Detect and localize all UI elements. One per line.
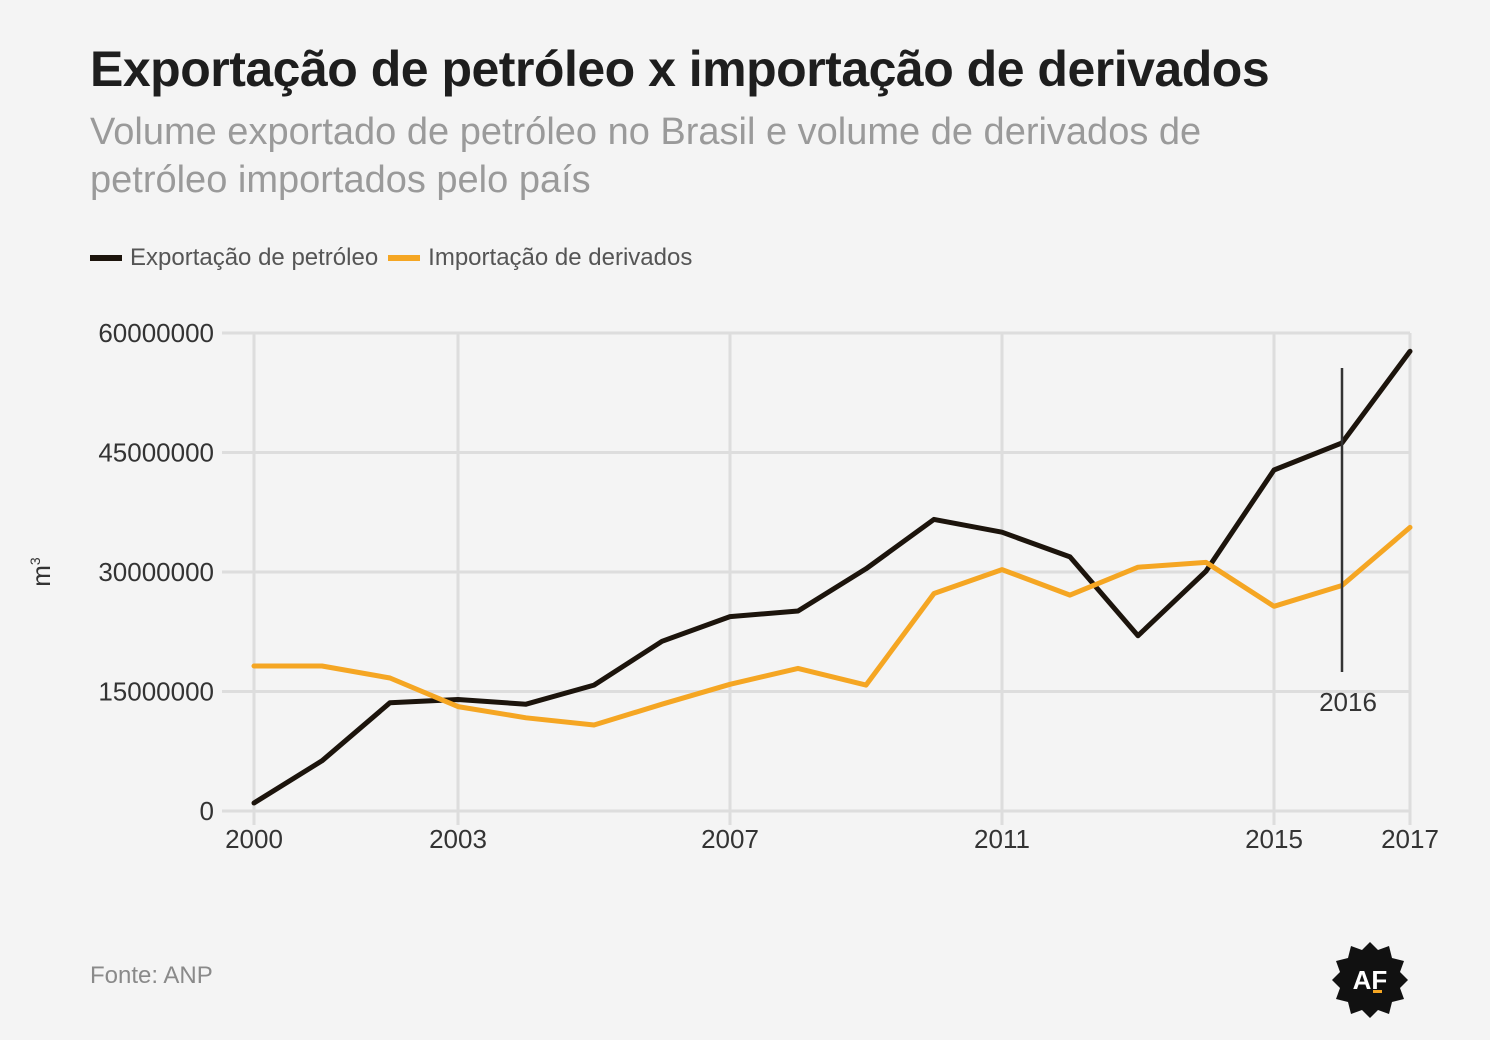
y-tick-label: 15000000 — [98, 677, 214, 707]
logo: AF — [1332, 942, 1408, 1018]
grid — [222, 331, 1412, 825]
chart-title: Exportação de petróleo x importação de d… — [90, 41, 1270, 97]
series-lines — [251, 348, 1413, 806]
x-tick-label: 2017 — [1381, 824, 1439, 854]
y-tick-label: 60000000 — [98, 318, 214, 348]
x-tick-label: 2000 — [225, 824, 283, 854]
y-tick-label: 30000000 — [98, 557, 214, 587]
x-axis: 2000 2003 2007 2011 2015 2017 — [225, 824, 1439, 854]
series-line-import — [251, 524, 1413, 728]
legend-swatch-import — [388, 255, 421, 261]
y-axis-label-sup: 3 — [27, 557, 43, 565]
y-axis-label: m3 — [26, 557, 56, 587]
legend-swatch-export — [90, 255, 122, 261]
logo-accent — [1373, 990, 1382, 993]
legend-item-import: Importação de derivados — [388, 244, 692, 272]
series-line-export — [251, 348, 1413, 806]
x-tick-label: 2011 — [974, 824, 1030, 854]
annotation-label: 2016 — [1319, 687, 1377, 717]
legend-label-export: Exportação de petróleo — [130, 244, 379, 271]
annotation: 2016 — [1319, 368, 1377, 717]
source-note: Fonte: ANP — [90, 962, 213, 989]
x-tick-label: 2015 — [1245, 824, 1303, 854]
y-axis-label-base: m — [26, 565, 56, 587]
x-tick-label: 2007 — [701, 824, 759, 854]
legend-item-export: Exportação de petróleo — [90, 244, 378, 272]
logo-text: AF — [1353, 965, 1388, 995]
logo-badge — [1332, 942, 1408, 1018]
y-tick-label: 0 — [200, 796, 214, 826]
chart-subtitle: Volume exportado de petróleo no Brasil e… — [90, 111, 1202, 201]
legend-label-import: Importação de derivados — [428, 244, 693, 271]
x-tick-label: 2003 — [429, 824, 487, 854]
legend: Exportação de petróleo Importação de der… — [90, 244, 702, 272]
y-tick-label: 45000000 — [98, 438, 214, 468]
y-axis: 0 15000000 30000000 45000000 60000000 — [98, 318, 214, 826]
